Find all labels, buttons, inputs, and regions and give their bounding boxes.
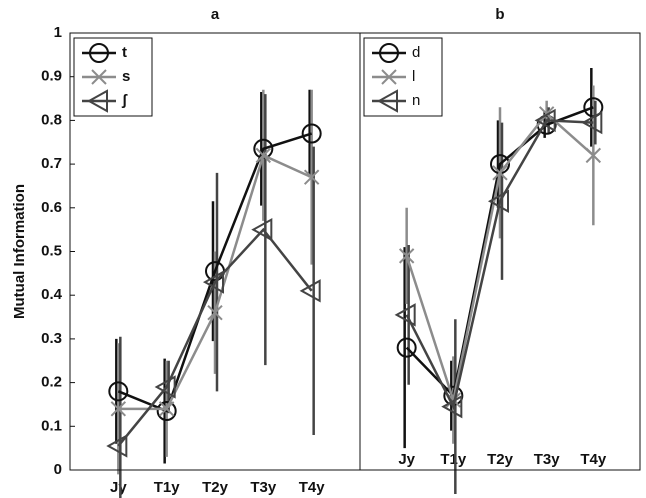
data-point bbox=[202, 270, 224, 294]
data-point bbox=[487, 189, 509, 213]
data-point bbox=[156, 401, 177, 422]
series-line bbox=[117, 132, 313, 413]
legend-label: l bbox=[412, 68, 415, 85]
data-point bbox=[251, 217, 273, 242]
legend-marker bbox=[86, 89, 108, 113]
data-point bbox=[110, 401, 127, 417]
x-tick-label: T2y bbox=[202, 479, 229, 496]
data-point bbox=[301, 123, 322, 144]
data-point bbox=[441, 394, 463, 419]
x-tick-label: T1y bbox=[440, 451, 467, 468]
data-point bbox=[299, 279, 321, 303]
series-line bbox=[405, 119, 594, 411]
y-tick-label: 1 bbox=[54, 24, 62, 41]
x-tick-label: T3y bbox=[250, 479, 277, 496]
data-point bbox=[106, 434, 128, 458]
legend-label: ʃ bbox=[121, 92, 128, 109]
data-point bbox=[207, 304, 223, 321]
y-tick-label: 0.2 bbox=[41, 374, 62, 391]
y-tick-label: 0.6 bbox=[41, 199, 62, 216]
y-tick-label: 0.3 bbox=[41, 330, 62, 347]
data-point bbox=[154, 375, 176, 399]
x-tick-label: T4y bbox=[580, 451, 607, 468]
y-tick-label: 0.9 bbox=[41, 68, 62, 85]
x-tick-label: T3y bbox=[534, 451, 561, 468]
axes-frame bbox=[359, 32, 641, 471]
data-point bbox=[394, 303, 416, 327]
data-point bbox=[303, 169, 320, 185]
legend-label: s bbox=[122, 68, 130, 85]
legend-label: d bbox=[412, 44, 420, 61]
x-tick-label: T4y bbox=[299, 479, 326, 496]
x-tick-label: Jy bbox=[110, 479, 127, 496]
data-point bbox=[585, 147, 602, 164]
legend-marker bbox=[91, 69, 107, 85]
data-point bbox=[534, 108, 556, 133]
data-point bbox=[581, 110, 603, 135]
series-line bbox=[117, 227, 313, 447]
data-point bbox=[255, 147, 272, 164]
legend-label: t bbox=[122, 44, 127, 61]
legend-marker bbox=[376, 89, 398, 113]
y-tick-label: 0 bbox=[54, 461, 62, 478]
x-tick-label: Jy bbox=[398, 451, 415, 468]
panel-title: b bbox=[495, 6, 504, 23]
legend-marker bbox=[379, 43, 399, 63]
panel-title: a bbox=[211, 6, 220, 23]
legend-marker bbox=[89, 43, 109, 63]
data-point bbox=[396, 337, 417, 358]
data-point bbox=[398, 248, 415, 264]
series-line bbox=[405, 106, 594, 399]
data-point bbox=[108, 381, 129, 402]
y-axis-label: Mutual Information bbox=[11, 184, 28, 319]
y-tick-label: 0.5 bbox=[41, 242, 62, 259]
x-tick-label: T1y bbox=[154, 479, 181, 496]
data-point bbox=[492, 165, 508, 181]
data-point bbox=[158, 401, 175, 417]
x-tick-label: T2y bbox=[487, 451, 514, 468]
legend-marker bbox=[381, 69, 397, 85]
y-tick-label: 0.8 bbox=[41, 111, 62, 128]
y-tick-label: 0.1 bbox=[41, 417, 62, 434]
y-tick-label: 0.4 bbox=[41, 286, 63, 303]
y-tick-label: 0.7 bbox=[41, 155, 62, 172]
legend-label: n bbox=[412, 92, 420, 109]
